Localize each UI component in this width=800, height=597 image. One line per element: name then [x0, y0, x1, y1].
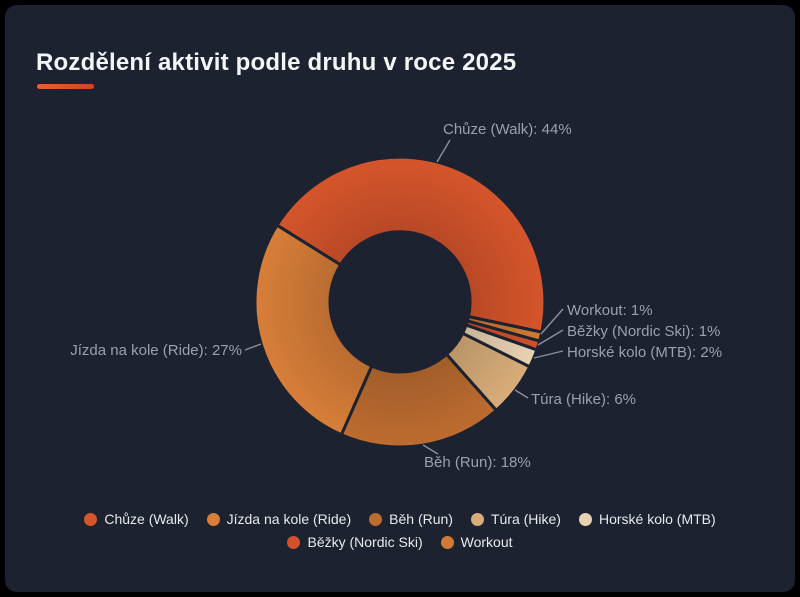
leader-line-bezky-nordic-ski	[537, 329, 564, 346]
slice-callout-beh-run: Běh (Run): 18%	[424, 454, 531, 471]
leader-line-horske-kolo-mtb	[533, 350, 564, 359]
slice-callout-jizda-na-kole-ride: Jízda na kole (Ride): 27%	[70, 342, 242, 359]
leader-line-jizda-na-kole-ride	[244, 343, 262, 351]
legend-item-tura-hike[interactable]: Túra (Hike)	[470, 511, 561, 527]
legend-label: Chůze (Walk)	[104, 511, 189, 527]
chart-title: Rozdělení aktivit podle druhu v roce 202…	[36, 49, 517, 77]
slice-callout-workout: Workout: 1%	[567, 302, 653, 319]
legend-dot-icon	[287, 535, 301, 549]
legend-item-jizda-na-kole-ride[interactable]: Jízda na kole (Ride)	[206, 511, 352, 527]
legend-dot-icon	[369, 512, 383, 526]
legend-item-horske-kolo-mtb[interactable]: Horské kolo (MTB)	[578, 511, 716, 527]
donut-slice-jizda-na-kole-ride[interactable]	[253, 223, 374, 437]
legend-label: Běžky (Nordic Ski)	[307, 534, 423, 550]
chart-panel	[5, 5, 795, 592]
slice-callout-tura-hike: Túra (Hike): 6%	[531, 391, 637, 408]
donut-slice-chuze-walk[interactable]	[275, 155, 547, 334]
legend-label: Túra (Hike)	[490, 511, 561, 527]
slice-callout-bezky-nordic-ski: Běžky (Nordic Ski): 1%	[567, 323, 721, 340]
legend-row: Běžky (Nordic Ski) Workout	[287, 534, 513, 550]
leader-line-workout	[540, 308, 564, 335]
legend-dot-icon	[440, 535, 454, 549]
leader-line-tura-hike	[514, 389, 529, 399]
leader-line-chuze-walk	[436, 139, 451, 163]
legend-row: Chůze (Walk) Jízda na kole (Ride) Běh (Run…	[84, 511, 716, 527]
chart-legend: Chůze (Walk) Jízda na kole (Ride) Běh (Run…	[0, 511, 800, 550]
legend-dot-icon	[206, 512, 220, 526]
donut-slice-beh-run[interactable]	[339, 352, 498, 449]
legend-dot-icon	[84, 512, 98, 526]
leader-line-beh-run	[422, 444, 439, 455]
legend-dot-icon	[470, 512, 484, 526]
legend-item-bezky-nordic-ski[interactable]: Běžky (Nordic Ski)	[287, 534, 423, 550]
legend-label: Běh (Run)	[389, 511, 453, 527]
legend-dot-icon	[578, 512, 592, 526]
slice-callout-chuze-walk: Chůze (Walk): 44%	[443, 121, 572, 138]
legend-item-workout[interactable]: Workout	[440, 534, 513, 550]
legend-label: Jízda na kole (Ride)	[226, 511, 352, 527]
slice-callout-horske-kolo-mtb: Horské kolo (MTB): 2%	[567, 344, 723, 361]
legend-label: Horské kolo (MTB)	[598, 511, 716, 527]
legend-item-chuze-walk[interactable]: Chůze (Walk)	[84, 511, 189, 527]
legend-label: Workout	[460, 534, 513, 550]
title-accent-bar	[37, 84, 94, 89]
legend-item-beh-run[interactable]: Běh (Run)	[369, 511, 453, 527]
